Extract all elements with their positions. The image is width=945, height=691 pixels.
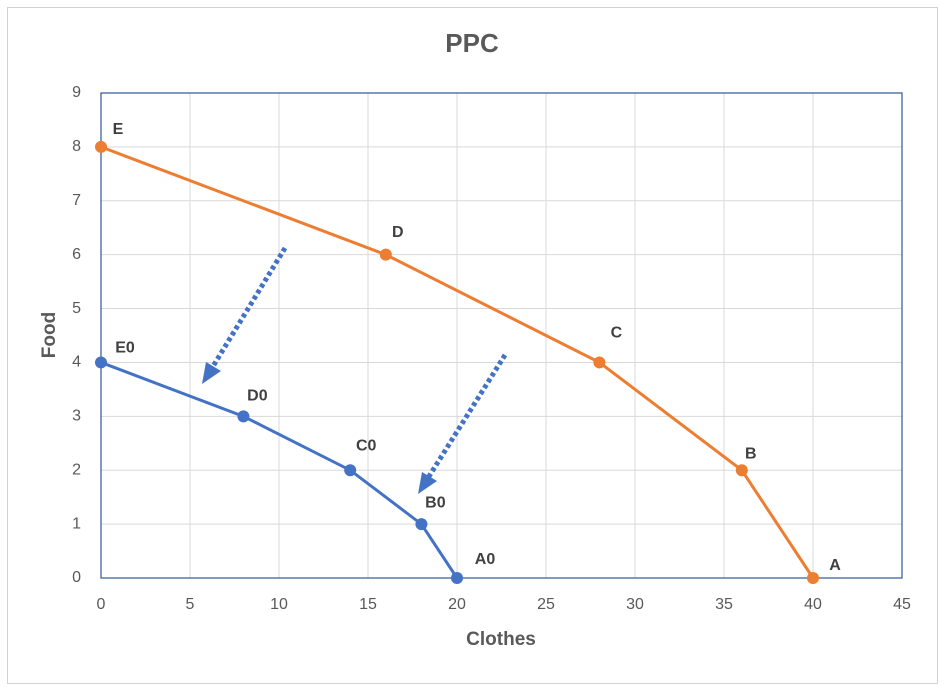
point-label: C	[611, 325, 623, 342]
x-tick-label: 35	[715, 596, 733, 613]
y-tick-label: 4	[72, 354, 81, 371]
y-tick-label: 8	[72, 138, 81, 155]
point-label: D0	[247, 388, 268, 405]
shift-arrow	[425, 353, 508, 480]
data-point	[95, 140, 107, 153]
x-tick-label: 5	[186, 596, 195, 613]
data-point	[415, 518, 428, 531]
data-point	[344, 464, 357, 477]
plot-border	[100, 92, 903, 579]
point-label: E0	[115, 340, 135, 357]
point-label: D	[392, 224, 404, 241]
x-tick-label: 30	[626, 596, 644, 613]
shift-arrow	[209, 246, 288, 370]
y-tick-label: 1	[72, 515, 81, 532]
arrow-head	[418, 472, 437, 494]
x-tick-label: 25	[537, 596, 555, 613]
data-point	[379, 248, 392, 261]
data-point	[735, 464, 748, 477]
y-tick-label: 0	[72, 569, 81, 586]
y-tick-label: 7	[72, 192, 81, 209]
marks: E D C B A E0 D0 C0 B0 A0	[95, 121, 841, 584]
y-tick-label: 3	[72, 408, 81, 425]
chart-border	[7, 7, 938, 684]
point-label: B	[745, 445, 757, 462]
y-tick-label: 6	[72, 246, 81, 263]
x-tick-label: 0	[97, 596, 106, 613]
arrow-head	[202, 362, 221, 384]
y-tick-label: 2	[72, 461, 81, 478]
y-tick-label: 5	[72, 300, 81, 317]
x-tick-label: 20	[448, 596, 466, 613]
data-point	[237, 410, 250, 423]
data-point	[807, 572, 819, 584]
x-tick-label: 40	[804, 596, 822, 613]
point-label: E	[113, 121, 124, 138]
y-tick-label: 9	[72, 84, 81, 101]
point-label: A	[829, 557, 841, 574]
point-label: B0	[425, 494, 446, 511]
shift-arrows	[202, 246, 508, 494]
data-point	[593, 356, 606, 369]
x-tick-label: 15	[359, 596, 377, 613]
point-label: A0	[475, 551, 496, 568]
chart-title: PPC	[445, 28, 499, 58]
x-axis-label: Clothes	[466, 629, 536, 650]
data-point	[95, 356, 107, 369]
data-point	[451, 572, 463, 584]
point-label: C0	[356, 437, 377, 454]
x-tick-label: 10	[270, 596, 288, 613]
y-axis-label: Food	[39, 312, 60, 358]
x-tick-label: 45	[893, 596, 911, 613]
